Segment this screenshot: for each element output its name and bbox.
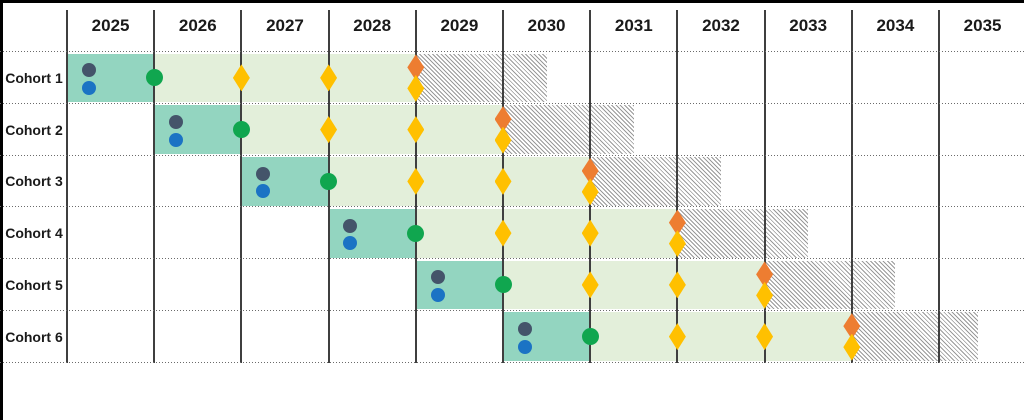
row-separator-dotted-line — [0, 258, 1024, 260]
year-header-label: 2031 — [614, 16, 653, 35]
volume-based-rebate-marker — [581, 328, 599, 346]
patient-level-assessment-marker — [581, 271, 599, 299]
year-header-label: 2032 — [702, 16, 740, 35]
volume-based-rebate-marker — [494, 276, 512, 294]
year-gridline — [676, 10, 679, 363]
patient-level-assessment-marker — [320, 64, 338, 92]
patient-level-assessment-marker — [494, 219, 512, 247]
monitoring-phase-bar — [503, 260, 765, 310]
volume-based-rebate-marker — [407, 224, 425, 242]
statutory-rebate-marker — [256, 166, 271, 181]
volume-based-rebate-marker — [232, 121, 250, 139]
guaranteed-rebate-marker — [256, 184, 271, 199]
cohort-row-label: Cohort 1 — [5, 69, 63, 86]
top-border — [0, 0, 1024, 3]
year-header-label: 2028 — [353, 16, 392, 35]
assessment-window-hatched-bar — [590, 157, 721, 206]
patient-level-assessment-marker — [668, 323, 686, 351]
guaranteed-rebate-marker — [343, 236, 358, 251]
guaranteed-rebate-marker — [430, 287, 445, 302]
initial-phase-bar — [241, 157, 329, 206]
patient-level-assessment-marker — [407, 74, 425, 102]
year-gridline — [763, 10, 766, 363]
guaranteed-rebate-marker — [81, 80, 96, 95]
cohort-row-label: Cohort 5 — [5, 276, 63, 293]
year-gridline — [850, 10, 853, 363]
patient-level-assessment-marker — [756, 281, 774, 309]
population-level-assessment-marker — [407, 54, 425, 81]
patient-level-assessment-marker — [581, 178, 599, 206]
guaranteed-rebate-marker — [517, 339, 532, 354]
statutory-rebate-marker — [430, 270, 445, 285]
patient-level-assessment-marker — [668, 271, 686, 299]
left-border — [0, 0, 3, 420]
statutory-rebate-marker — [81, 63, 96, 78]
assessment-window-hatched-bar — [503, 105, 634, 154]
patient-level-assessment-marker — [494, 126, 512, 154]
population-level-assessment-marker — [581, 157, 599, 184]
assessment-window-hatched-bar — [851, 312, 979, 361]
patient-level-assessment-marker — [320, 116, 338, 144]
monitoring-phase-bar — [415, 208, 678, 258]
year-gridline — [66, 10, 68, 363]
year-header-label: 2025 — [91, 16, 130, 35]
year-header-label: 2026 — [178, 16, 217, 35]
initial-phase-bar — [503, 312, 591, 361]
row-separator-dotted-line — [0, 309, 1024, 312]
initial-phase-bar — [415, 260, 503, 310]
year-header-label: 2034 — [876, 16, 915, 35]
patient-level-assessment-marker — [494, 167, 512, 195]
patient-level-assessment-marker — [668, 230, 686, 258]
row-separator-dotted-line — [0, 51, 1024, 53]
statutory-rebate-marker — [517, 322, 532, 337]
volume-based-rebate-marker — [320, 172, 338, 190]
guaranteed-rebate-marker — [169, 132, 183, 147]
assessment-window-hatched-bar — [764, 260, 896, 310]
initial-phase-bar — [67, 53, 155, 103]
population-level-assessment-marker — [756, 261, 774, 288]
assessment-window-hatched-bar — [677, 208, 809, 258]
patient-level-assessment-marker — [407, 167, 425, 195]
statutory-rebate-marker — [343, 218, 358, 233]
patient-level-assessment-marker — [232, 64, 250, 92]
year-header-label: 2033 — [789, 16, 828, 35]
row-separator-dotted-line — [0, 361, 1024, 364]
cohort-row-label: Cohort 3 — [5, 173, 63, 190]
population-level-assessment-marker — [668, 209, 686, 236]
patient-level-assessment-marker — [407, 116, 425, 144]
monitoring-phase-bar — [154, 53, 416, 103]
monitoring-phase-bar — [241, 105, 503, 154]
assessment-window-hatched-bar — [415, 53, 547, 103]
year-header-label: 2035 — [963, 16, 1002, 35]
cohort-row-label: Cohort 4 — [5, 225, 63, 242]
row-separator-dotted-line — [0, 206, 1024, 209]
patient-level-assessment-marker — [581, 219, 599, 247]
statutory-rebate-marker — [169, 115, 183, 130]
patient-level-assessment-marker — [843, 333, 861, 361]
initial-phase-bar — [154, 105, 242, 154]
cohort-row-label: Cohort 6 — [5, 328, 63, 345]
monitoring-phase-bar — [328, 157, 591, 206]
population-level-assessment-marker — [494, 106, 512, 133]
population-level-assessment-marker — [843, 313, 861, 340]
year-header-label: 2029 — [440, 16, 479, 35]
legend: = Statutory Rebate = Guaranteed Rebate =… — [0, 363, 1024, 420]
year-header-label: 2027 — [266, 16, 304, 35]
year-gridline — [240, 10, 243, 363]
year-gridline — [153, 10, 156, 363]
patient-level-assessment-marker — [756, 323, 774, 351]
monitoring-phase-bar — [590, 312, 852, 361]
row-separator-dotted-line — [0, 102, 1024, 105]
year-header-label: 2030 — [527, 16, 566, 35]
year-gridline — [938, 10, 940, 363]
volume-based-rebate-marker — [145, 69, 163, 87]
row-separator-dotted-line — [0, 154, 1024, 157]
initial-phase-bar — [328, 208, 416, 258]
cohort-row-label: Cohort 2 — [5, 121, 63, 138]
